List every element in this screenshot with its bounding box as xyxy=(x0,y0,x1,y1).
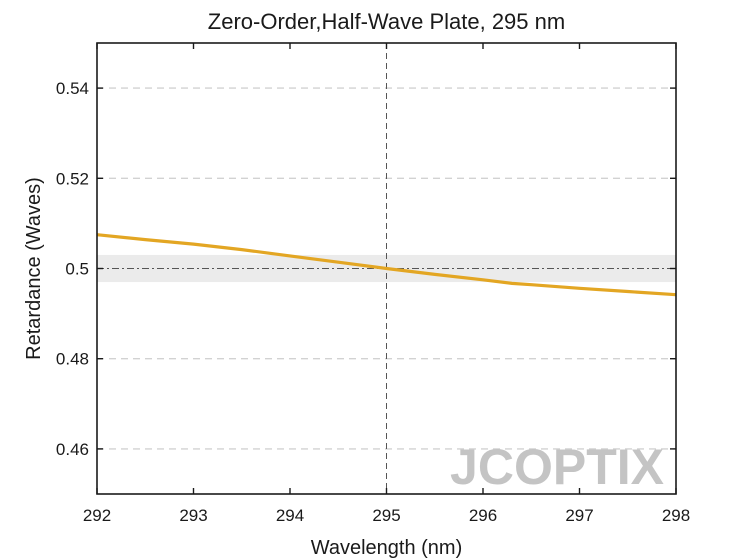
x-tick-label: 293 xyxy=(179,506,207,525)
chart-title: Zero-Order,Half-Wave Plate, 295 nm xyxy=(208,9,565,34)
x-axis-title: Wavelength (nm) xyxy=(311,537,463,559)
x-tick-label: 294 xyxy=(276,506,304,525)
y-axis-title: Retardance (Waves) xyxy=(23,177,45,360)
y-tick-label: 0.52 xyxy=(56,169,89,188)
y-tick-label: 0.5 xyxy=(65,260,89,279)
x-tick-label: 298 xyxy=(662,506,690,525)
y-tick-label: 0.48 xyxy=(56,350,89,369)
series-layer xyxy=(96,233,677,297)
axis-ticks: 292 293 294 295 296 297 298 0.46 0.48 0.5 0.52 0.54 xyxy=(56,43,690,525)
x-tick-label: 295 xyxy=(372,506,400,525)
x-tick-label: 296 xyxy=(469,506,497,525)
x-tick-label: 292 xyxy=(83,506,111,525)
y-tick-label: 0.54 xyxy=(56,79,89,98)
series-line xyxy=(96,233,677,297)
x-tick-label: 297 xyxy=(565,506,593,525)
watermark-logo: JCOPTIX xyxy=(450,439,664,495)
y-tick-label: 0.46 xyxy=(56,440,89,459)
